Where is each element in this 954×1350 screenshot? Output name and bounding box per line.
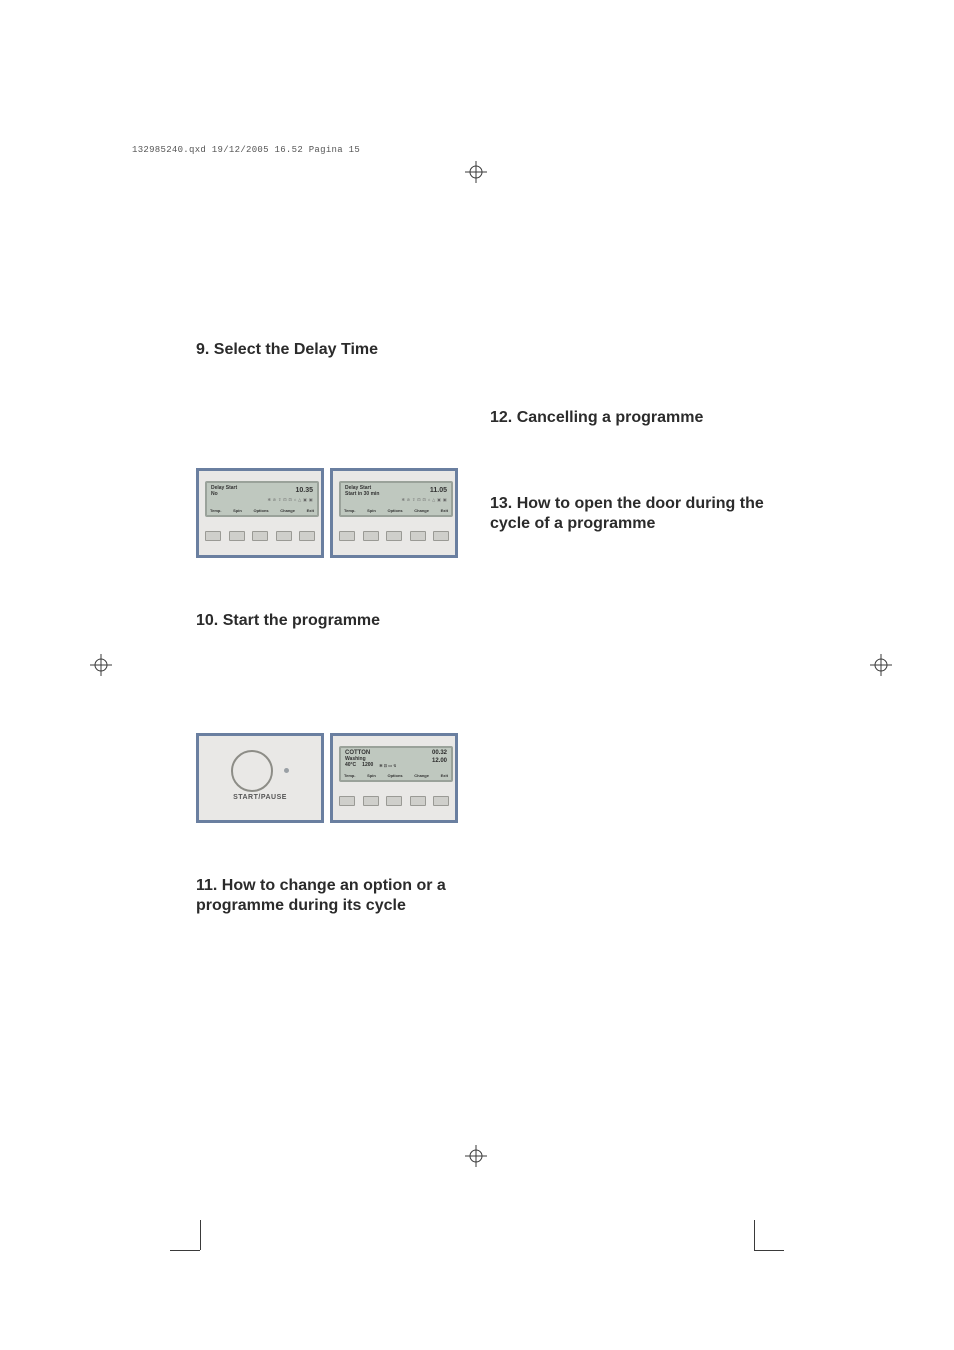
register-mark-bottom xyxy=(465,1145,487,1167)
softkey-label: Exit xyxy=(441,773,448,778)
lcd-icon-row: ✻ ⊘ ⇧ ⊡ ⊡ ⌂ △ ▣ ▣ xyxy=(268,497,314,502)
softkey-row xyxy=(339,796,449,806)
lcd-softkey-labels: Temp. Spin Options Change Exit xyxy=(341,508,451,513)
start-pause-label: START/PAUSE xyxy=(199,794,321,801)
softkey-row xyxy=(339,531,449,541)
display-panel-washing: COTTON Washing 00.32 12.00 40°C 1200 ✻ ⊡… xyxy=(330,733,458,823)
lcd-time-remaining: 00.32 xyxy=(432,750,447,756)
softkey-label: Options xyxy=(388,773,403,778)
display-panel-delay-no: Delay Start No 10.35 ✻ ⊘ ⇧ ⊡ ⊡ ⌂ △ ▣ ▣ T… xyxy=(196,468,324,558)
register-mark-right xyxy=(870,654,892,676)
softkey-label: Temp. xyxy=(210,508,221,513)
lcd-softkey-labels: Temp. Spin Options Change Exit xyxy=(341,773,451,778)
section-heading: 13. How to open the door during the cycl… xyxy=(490,494,790,534)
softkey-button[interactable] xyxy=(299,531,315,541)
heading-line: 13. How to open the door during the cycl… xyxy=(490,495,764,532)
softkey-button[interactable] xyxy=(205,531,221,541)
section-12: 12. Cancelling a programme xyxy=(490,408,790,438)
softkey-button[interactable] xyxy=(339,796,355,806)
section-9-panels: Delay Start No 10.35 ✻ ⊘ ⇧ ⊡ ⊡ ⌂ △ ▣ ▣ T… xyxy=(196,468,464,558)
lcd-temp: 40°C xyxy=(345,762,356,768)
crop-mark xyxy=(754,1220,755,1250)
display-panel-delay-30: Delay Start Start in 30 min 11.05 ✻ ⊘ ⇧ … xyxy=(330,468,458,558)
softkey-row xyxy=(205,531,315,541)
lcd-softkey-labels: Temp. Spin Options Change Exit xyxy=(207,508,317,513)
lcd-screen: Delay Start No 10.35 ✻ ⊘ ⇧ ⊡ ⊡ ⌂ △ ▣ ▣ T… xyxy=(205,481,319,517)
crop-mark xyxy=(200,1220,201,1250)
section-heading: 11. How to change an option or a program… xyxy=(196,876,464,916)
softkey-button[interactable] xyxy=(363,796,379,806)
softkey-button[interactable] xyxy=(252,531,268,541)
softkey-button[interactable] xyxy=(410,531,426,541)
softkey-label: Spin xyxy=(367,773,376,778)
softkey-label: Temp. xyxy=(344,773,355,778)
lcd-icon-row: ✻ ⊡ ▭ ↯ xyxy=(379,763,396,768)
section-10-panels: START/PAUSE COTTON Washing 00.32 12.00 4… xyxy=(196,733,464,823)
lcd-screen: COTTON Washing 00.32 12.00 40°C 1200 ✻ ⊡… xyxy=(339,746,453,782)
lcd-line2: No xyxy=(211,491,218,497)
softkey-label: Exit xyxy=(441,508,448,513)
start-pause-button[interactable] xyxy=(231,750,273,792)
softkey-button[interactable] xyxy=(386,796,402,806)
lcd-screen: Delay Start Start in 30 min 11.05 ✻ ⊘ ⇧ … xyxy=(339,481,453,517)
softkey-button[interactable] xyxy=(433,531,449,541)
section-heading: 10. Start the programme xyxy=(196,611,464,631)
softkey-label: Change xyxy=(414,773,429,778)
softkey-button[interactable] xyxy=(276,531,292,541)
lcd-line2: Start in 30 min xyxy=(345,491,379,497)
lcd-time-end: 12.00 xyxy=(432,758,447,764)
softkey-button[interactable] xyxy=(229,531,245,541)
softkey-label: Spin xyxy=(367,508,376,513)
softkey-label: Exit xyxy=(307,508,314,513)
softkey-button[interactable] xyxy=(339,531,355,541)
section-heading: 9. Select the Delay Time xyxy=(196,340,464,360)
lcd-icon-row: ✻ ⊘ ⇧ ⊡ ⊡ ⌂ △ ▣ ▣ xyxy=(402,497,448,502)
softkey-label: Change xyxy=(280,508,295,513)
lcd-status-row: 40°C 1200 ✻ ⊡ ▭ ↯ xyxy=(345,762,396,768)
softkey-label: Options xyxy=(254,508,269,513)
lcd-time: 10.35 xyxy=(295,487,313,494)
section-10: 10. Start the programme xyxy=(196,611,464,641)
section-11: 11. How to change an option or a program… xyxy=(196,876,464,926)
section-9: 9. Select the Delay Time xyxy=(196,340,464,370)
softkey-button[interactable] xyxy=(363,531,379,541)
softkey-label: Change xyxy=(414,508,429,513)
typeset-header: 132985240.qxd 19/12/2005 16.52 Pagina 15 xyxy=(132,145,360,155)
softkey-label: Options xyxy=(388,508,403,513)
manual-page: 132985240.qxd 19/12/2005 16.52 Pagina 15… xyxy=(0,0,954,1350)
softkey-button[interactable] xyxy=(410,796,426,806)
register-mark-top xyxy=(465,161,487,183)
led-icon xyxy=(284,768,289,773)
crop-mark xyxy=(754,1250,784,1251)
crop-mark xyxy=(170,1250,200,1251)
softkey-button[interactable] xyxy=(433,796,449,806)
register-mark-left xyxy=(90,654,112,676)
lcd-time: 11.05 xyxy=(430,487,447,494)
softkey-button[interactable] xyxy=(386,531,402,541)
section-heading: 12. Cancelling a programme xyxy=(490,408,790,428)
start-pause-panel: START/PAUSE xyxy=(196,733,324,823)
softkey-label: Temp. xyxy=(344,508,355,513)
softkey-label: Spin xyxy=(233,508,242,513)
section-13: 13. How to open the door during the cycl… xyxy=(490,494,790,544)
lcd-spin: 1200 xyxy=(362,762,373,768)
